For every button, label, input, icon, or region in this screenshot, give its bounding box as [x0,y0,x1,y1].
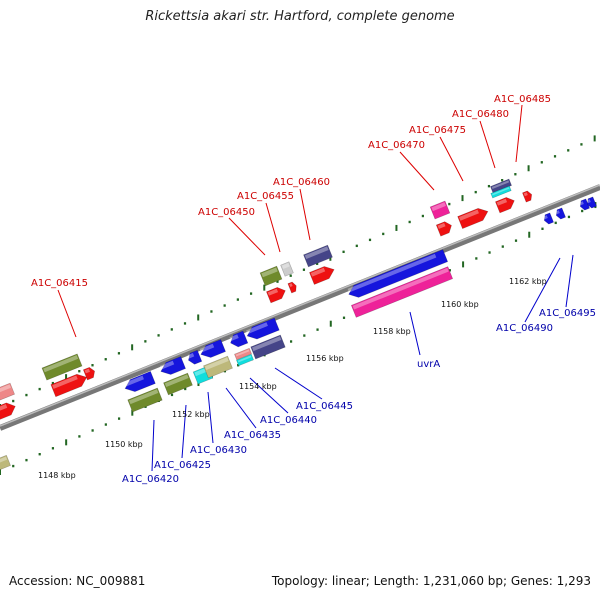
gene-label: A1C_06435 [224,430,281,441]
gene-label: A1C_06475 [409,125,466,136]
gene-label: A1C_06480 [452,109,509,120]
gene-arrow [522,190,533,203]
gene-label: A1C_06425 [154,460,211,471]
gene-label: A1C_06440 [260,415,317,426]
gene-arrow [163,372,193,396]
leader-line [57,289,77,338]
upper-tick-track [0,135,596,410]
gene-arrow [187,349,203,365]
leader-line [409,311,421,356]
scale-label: 1148 kbp [38,471,76,480]
leader-line [399,151,435,191]
gene-arrow [543,212,554,225]
scale-label: 1150 kbp [105,440,143,449]
gene-arrow [159,356,186,375]
gene-label: A1C_06460 [273,177,330,188]
gene-arrow [0,402,16,421]
gene-arrow [586,196,597,209]
gene-A1C_06480 [490,185,512,199]
gene-arrow [82,366,95,381]
gene-arrow [246,317,280,340]
gene-A1C_06455 [280,261,294,277]
leader-line [207,391,214,444]
genome-summary-text: Topology: linear; Length: 1,231,060 bp; … [271,574,591,588]
leader-line [479,120,496,169]
gene-label: A1C_06430 [190,445,247,456]
gene-arrow [555,207,566,220]
gene-arrow [199,339,226,358]
gene-features [0,178,597,472]
gene-arrow [127,387,163,413]
gene-label: A1C_06445 [296,401,353,412]
gene-label: A1C_06455 [237,191,294,202]
gene-arrow [236,353,254,367]
gene-arrow [309,266,335,285]
gene-arrow [266,287,286,304]
gene-arrow [229,330,249,348]
scale-label: 1152 kbp [172,410,210,419]
gene-label: A1C_06470 [368,140,425,151]
map-title: Rickettsia akari str. Hartford, complete… [145,9,455,24]
accession-text: Accession: NC_009881 [9,574,146,588]
leader-line [265,202,281,253]
leader-line [228,217,266,256]
gene-arrow [203,355,233,379]
gene-arrow [287,281,297,294]
gene-A1C_06415 [41,353,83,381]
gene-uvrA [350,266,454,318]
genome-axis [0,184,600,431]
label-leader-lines [57,104,574,472]
gene-arrow [0,382,15,402]
gene-A1C_06485 [495,197,515,214]
scale-label: 1156 kbp [306,354,344,363]
leader-line [274,367,323,400]
leader-line [151,419,155,472]
leader-line [439,136,464,182]
gene-A1C_06470 [429,200,451,220]
gene-arrow [250,334,286,360]
gene-labels-top: A1C_06415 A1C_06450 A1C_06455 A1C_06460 … [31,94,551,289]
leader-line [299,188,311,241]
gene-arrow [579,198,590,211]
gene-arrow [234,347,252,361]
gene-label: A1C_06450 [198,207,255,218]
gene-label: A1C_06420 [122,474,179,485]
gene-label: uvrA [417,359,440,370]
leader-line [225,387,257,429]
scale-label: 1154 kbp [239,382,277,391]
scale-labels: 1148 kbp 1150 kbp 1152 kbp 1154 kbp 1156… [38,277,547,480]
gene-arrow [435,221,452,237]
gene-arrow [490,178,512,194]
leader-line [565,254,574,308]
gene-arrow [347,249,449,298]
gene-label: A1C_06415 [31,278,88,289]
leader-line [181,404,187,459]
scale-label: 1160 kbp [441,300,479,309]
gene-labels-bottom: A1C_06420 A1C_06425 A1C_06430 A1C_06435 … [122,308,596,485]
leader-line [515,104,523,163]
gene-arrow [259,265,283,287]
lower-tick-track [0,202,597,475]
gene-label: A1C_06490 [496,323,553,334]
gene-A1C_06460 [303,244,333,268]
scale-label: 1162 kbp [509,277,547,286]
gene-arrow [0,454,11,472]
gene-A1C_06475 [457,208,489,230]
gene-arrow [123,370,156,392]
leader-line [524,257,561,323]
gene-arrow [50,373,88,398]
leader-line [249,377,289,414]
gene-label: A1C_06485 [494,94,551,105]
gene-label: A1C_06495 [539,308,596,319]
scale-label: 1158 kbp [373,327,411,336]
